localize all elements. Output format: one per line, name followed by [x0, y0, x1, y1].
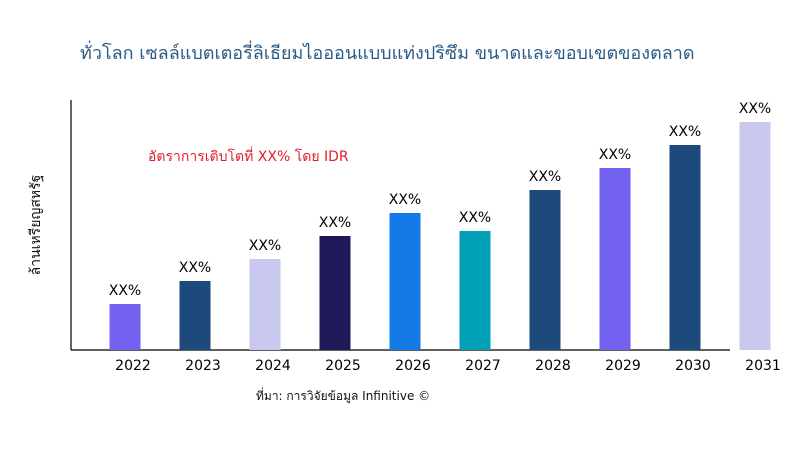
data-label-2023: XX%	[179, 260, 211, 276]
growth-annotation: อัตราการเติบโตที่ XX% โดย IDR	[148, 149, 349, 165]
bar-2024	[249, 259, 281, 350]
bar-2028	[529, 190, 561, 350]
data-label-2025: XX%	[319, 215, 351, 231]
data-label-2022: XX%	[109, 283, 141, 299]
bar-2031	[739, 122, 771, 350]
bar-2025	[319, 236, 351, 350]
bar-2022	[109, 304, 141, 350]
bar-2023	[179, 281, 211, 350]
x-tick-label-2027: 2027	[465, 358, 501, 374]
data-label-2026: XX%	[389, 192, 421, 208]
data-label-2024: XX%	[249, 238, 281, 254]
data-label-2027: XX%	[459, 210, 491, 226]
x-tick-label-2028: 2028	[535, 358, 571, 374]
x-tick-label-2031: 2031	[745, 358, 781, 374]
bar-2026	[389, 213, 421, 350]
bar-2029	[599, 168, 631, 350]
x-tick-label-2023: 2023	[185, 358, 221, 374]
bar-2030	[669, 145, 701, 350]
data-label-2031: XX%	[739, 101, 771, 117]
data-label-2030: XX%	[669, 124, 701, 140]
chart-title: ทั่วโลก เซลล์แบตเตอรี่ลิเธียมไอออนแบบแท่…	[80, 43, 695, 64]
x-tick-label-2026: 2026	[395, 358, 431, 374]
x-tick-label-2030: 2030	[675, 358, 711, 374]
bar-2027	[459, 231, 491, 350]
data-label-2028: XX%	[529, 169, 561, 185]
x-tick-label-2022: 2022	[115, 358, 151, 374]
x-tick-label-2029: 2029	[605, 358, 641, 374]
data-label-2029: XX%	[599, 147, 631, 163]
x-tick-label-2025: 2025	[325, 358, 361, 374]
x-tick-label-2024: 2024	[255, 358, 291, 374]
source-note: ที่มา: การวิจัยข้อมูล Infinitive ©	[256, 389, 431, 403]
